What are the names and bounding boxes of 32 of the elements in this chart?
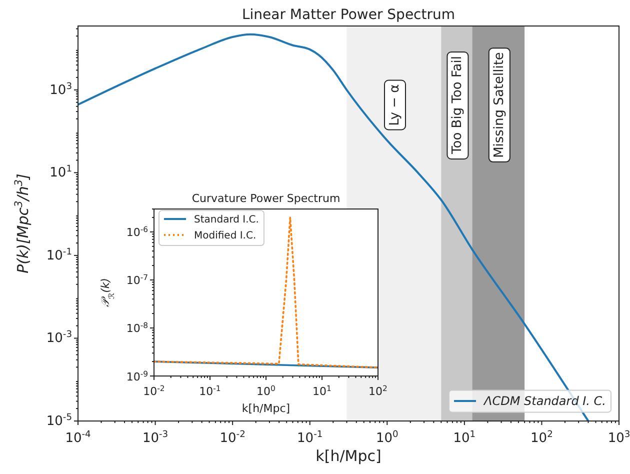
x-tick-label: 10$^{3}$ — [608, 430, 630, 446]
y-tick-label: 10$^{1}$ — [50, 164, 72, 181]
band-label: Too Big Too Fail — [450, 56, 466, 155]
legend-label: Standard I.C. — [194, 214, 259, 226]
y-tick-label: 10$^{-9}$ — [126, 368, 148, 384]
y-tick-label: 10$^{-3}$ — [46, 330, 72, 346]
x-tick-label: 10$^{2}$ — [368, 384, 388, 398]
y-tick-label: 10$^{-5}$ — [46, 413, 72, 429]
x-tick-label: 10$^{-1}$ — [199, 384, 221, 398]
x-tick-label: 10$^{0}$ — [376, 430, 399, 446]
band-label: Ly − α — [388, 84, 402, 126]
x-tick-label: 10$^{-1}$ — [297, 430, 323, 446]
band-label: Missing Satellite — [492, 52, 507, 158]
x-tick-label: 10$^{0}$ — [256, 384, 276, 398]
legend-label: ΛCDM Standard I. C. — [483, 394, 606, 408]
x-tick-label: 10$^{-2}$ — [220, 430, 246, 446]
x-tick-label: 10$^{1}$ — [312, 384, 332, 398]
x-tick-label: 10$^{-3}$ — [142, 430, 168, 446]
y-tick-label: 10$^{-7}$ — [126, 272, 148, 288]
x-tick-label: 10$^{-4}$ — [65, 430, 92, 446]
chart-title: Curvature Power Spectrum — [192, 192, 340, 205]
x-axis-title: k[h/Mpc] — [316, 447, 382, 465]
y-tick-label: 10$^{-1}$ — [46, 247, 72, 264]
y-tick-label: 10$^{-6}$ — [126, 224, 148, 240]
x-tick-label: 10$^{2}$ — [530, 430, 553, 446]
x-tick-label: 10$^{-2}$ — [143, 384, 165, 398]
legend-label: Modified I.C. — [194, 230, 256, 242]
y-tick-label: 10$^{-8}$ — [126, 320, 148, 336]
x-axis-title: k[h/Mpc] — [242, 402, 290, 415]
chart-title: Linear Matter Power Spectrum — [242, 7, 456, 23]
y-tick-label: 10$^{3}$ — [50, 82, 72, 98]
x-tick-label: 10$^{1}$ — [453, 430, 476, 446]
